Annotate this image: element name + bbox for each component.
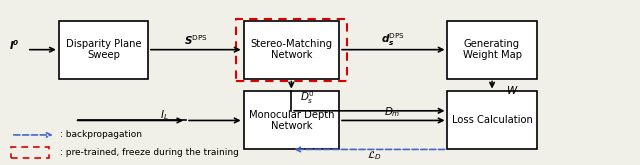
Text: Generating
Weight Map: Generating Weight Map	[463, 39, 522, 60]
FancyBboxPatch shape	[447, 92, 537, 149]
Text: : backpropagation: : backpropagation	[60, 131, 142, 139]
Text: $I_L$: $I_L$	[159, 108, 168, 122]
Text: $D_s^0$: $D_s^0$	[300, 90, 314, 106]
Text: : pre-trained, freeze during the training: : pre-trained, freeze during the trainin…	[60, 148, 239, 157]
Text: $\bfit{I}^0$: $\bfit{I}^0$	[9, 38, 19, 52]
Text: $\mathcal{L}_D$: $\mathcal{L}_D$	[367, 149, 381, 162]
Text: Monocular Depth
Network: Monocular Depth Network	[248, 110, 334, 131]
FancyBboxPatch shape	[447, 21, 537, 79]
Text: $W$: $W$	[506, 84, 518, 96]
Text: $D_m$: $D_m$	[385, 105, 401, 119]
Text: $\bfit{S}^{\mathrm{DPS}}$: $\bfit{S}^{\mathrm{DPS}}$	[184, 33, 207, 47]
FancyBboxPatch shape	[59, 21, 148, 79]
FancyBboxPatch shape	[244, 92, 339, 149]
FancyBboxPatch shape	[244, 21, 339, 79]
Text: Disparity Plane
Sweep: Disparity Plane Sweep	[65, 39, 141, 60]
Text: Stereo-Matching
Network: Stereo-Matching Network	[250, 39, 332, 60]
Text: $\bfit{d}_s^{\mathrm{DPS}}$: $\bfit{d}_s^{\mathrm{DPS}}$	[381, 32, 405, 48]
Text: Loss Calculation: Loss Calculation	[452, 115, 532, 125]
